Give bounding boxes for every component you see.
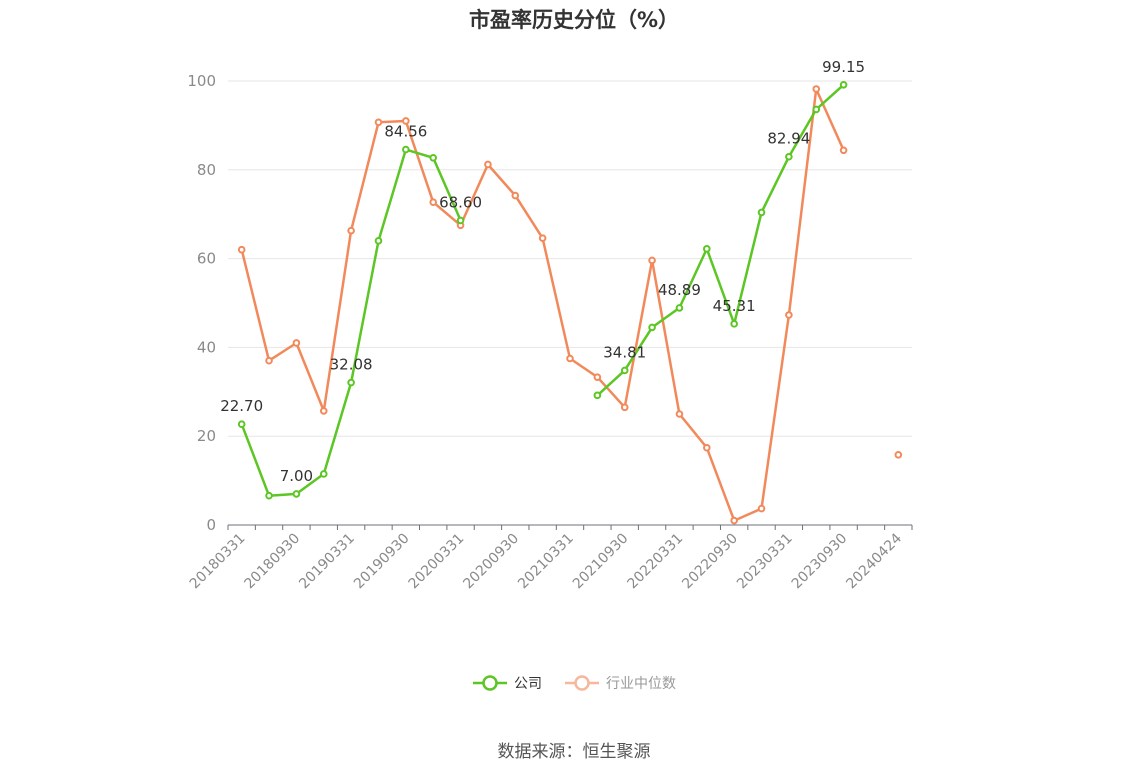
x-tick-label: 20220930: [679, 531, 741, 593]
series-lines: [237, 80, 903, 525]
data-point: [620, 366, 629, 375]
data-point: [757, 208, 766, 217]
series-line: [240, 148, 462, 497]
x-tick-label: 20190331: [296, 531, 358, 593]
data-point: [703, 443, 711, 452]
series-industry: [237, 85, 903, 525]
data-point: [648, 256, 656, 265]
data-point: [703, 245, 711, 253]
legend-item-industry[interactable]: 行业中位数: [564, 673, 676, 693]
data-labels: 22.70 7.00 32.08 84.56 68.60 34.81 48.89 45.31 8…: [220, 58, 865, 485]
data-label: 45.31: [713, 297, 756, 315]
data-point: [319, 407, 328, 415]
legend-company-label: 公司: [514, 676, 542, 692]
data-point: [265, 356, 273, 365]
data-point: [538, 234, 547, 242]
x-tick-label: 20200930: [460, 531, 522, 593]
y-tick-label: 40: [197, 338, 216, 356]
x-tick-label: 20200331: [406, 531, 468, 593]
legend-item-company[interactable]: 公司: [472, 673, 542, 693]
data-point: [237, 245, 246, 254]
data-point: [484, 160, 492, 169]
data-point: [292, 490, 301, 498]
data-point: [675, 410, 684, 418]
data-point: [730, 320, 738, 328]
data-point: [402, 145, 410, 154]
data-point: [511, 191, 520, 200]
data-point: [429, 154, 438, 162]
data-point: [429, 198, 438, 207]
data-point: [894, 451, 903, 459]
legend-industry-swatch: [565, 675, 599, 691]
data-point: [347, 378, 355, 387]
data-point: [648, 323, 656, 332]
data-label: 32.08: [330, 356, 373, 374]
legend-company-swatch: [473, 675, 507, 691]
legend-industry-label: 行业中位数: [606, 676, 676, 692]
series-line: [596, 83, 845, 397]
data-point: [812, 85, 821, 93]
data-point: [265, 491, 273, 500]
x-tick-label: 20210331: [515, 531, 577, 593]
data-label: 68.60: [439, 193, 482, 211]
x-tick-label: 20210930: [570, 531, 632, 593]
chart-legend: 公司 行业中位数: [0, 673, 1148, 693]
data-label: 99.15: [822, 58, 865, 76]
data-point: [675, 304, 684, 312]
x-tick-label: 20180930: [242, 531, 304, 593]
data-point: [374, 237, 383, 245]
data-label: 84.56: [384, 123, 427, 141]
x-tick-label: 20190930: [351, 531, 413, 593]
data-point: [347, 226, 355, 235]
data-point: [620, 403, 629, 412]
data-point: [593, 373, 602, 381]
data-point: [839, 146, 848, 155]
y-tick-label: 60: [197, 250, 216, 268]
data-label: 22.70: [220, 397, 263, 415]
x-tick-label: 20180331: [187, 531, 249, 593]
data-label: 34.81: [603, 343, 646, 361]
data-point: [566, 354, 574, 363]
y-tick-label: 0: [206, 516, 216, 534]
line-chart: 0 20 40 60 80 100 2018033120180930201903312019…: [187, 58, 913, 593]
data-point: [730, 516, 738, 525]
x-tick-label: 20220331: [625, 531, 687, 593]
data-label: 82.94: [767, 130, 810, 148]
data-label: 7.00: [280, 467, 313, 485]
data-source: 数据来源：恒生聚源: [497, 742, 651, 762]
y-tick-label: 100: [187, 72, 216, 90]
y-tick-label: 20: [197, 427, 216, 445]
data-point: [757, 504, 766, 513]
data-point: [812, 105, 821, 114]
series-company: [237, 80, 848, 500]
grid-lines: [228, 80, 912, 437]
data-point: [402, 117, 410, 125]
data-point: [593, 391, 602, 400]
data-point: [237, 420, 246, 429]
data-point: [785, 152, 793, 161]
data-point: [785, 311, 793, 319]
axes: 0 20 40 60 80 100 2018033120180930201903312019…: [187, 72, 913, 593]
x-tick-label: 20230331: [734, 531, 796, 593]
data-point: [839, 80, 848, 89]
data-point: [292, 339, 301, 347]
data-point: [374, 118, 383, 127]
data-point: [319, 470, 328, 478]
chart-title: 市盈率历史分位（%）: [468, 8, 680, 32]
x-tick-label: 20240424: [843, 530, 905, 592]
y-tick-label: 80: [197, 161, 216, 179]
x-tick-label: 20230930: [789, 531, 851, 593]
data-label: 48.89: [658, 281, 701, 299]
data-point: [456, 216, 465, 225]
